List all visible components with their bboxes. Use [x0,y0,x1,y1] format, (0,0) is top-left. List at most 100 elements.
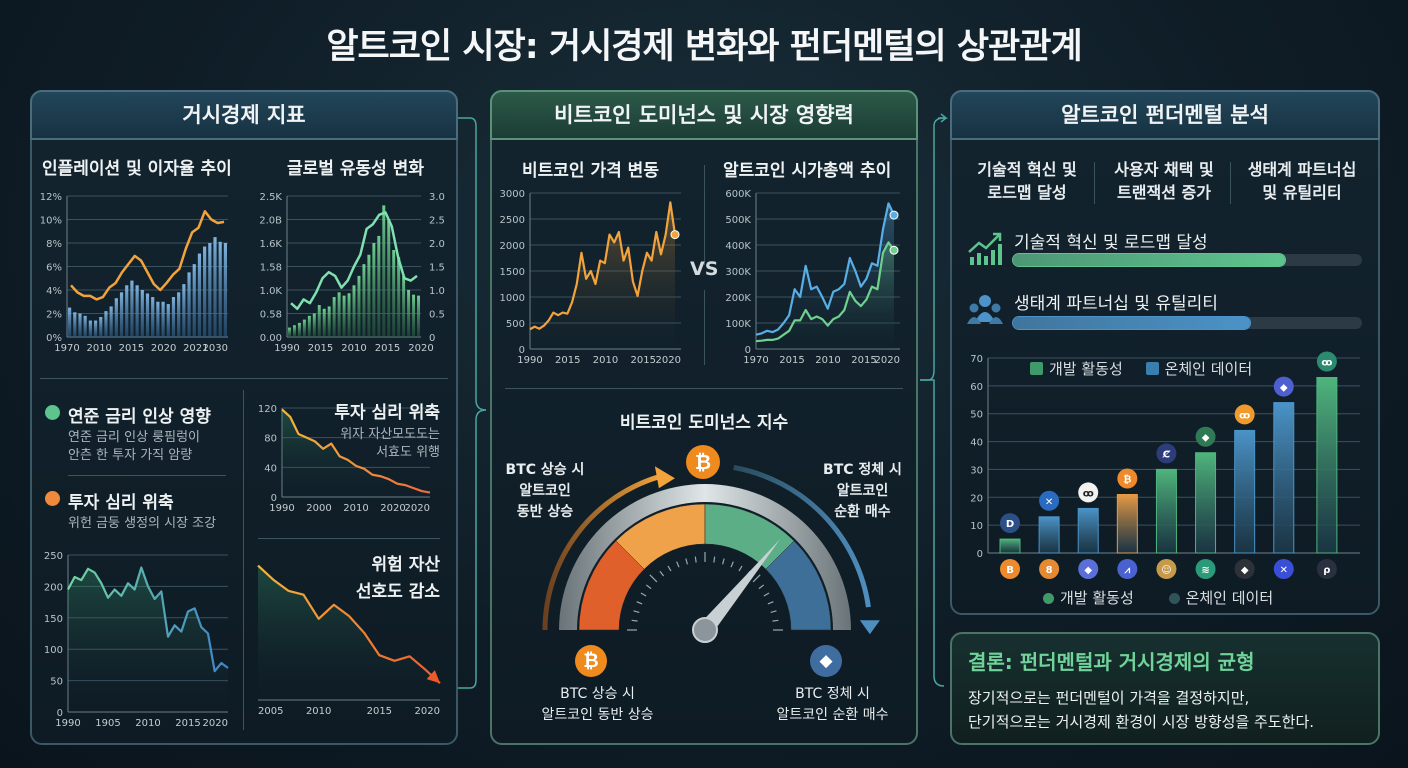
blue-arrow-head [859,620,880,635]
gauge-rim [559,484,851,630]
dominance-panel-header: 비트코인 도미넌스 및 시장 영향력 [490,90,918,140]
y-tick-label: 0 [519,345,525,356]
column-ecosystem-line-2: 및 유틸리티 [1262,183,1342,202]
btc-price-chart-title: 비트코인 가격 변동 [522,161,659,181]
coin-icon [1234,404,1255,425]
left-arrow-text: BTC 상승 시 알트코인 동반 상승 [495,460,595,523]
y-tick-label: 4% [46,286,62,297]
x-tick-label: 1990 [269,503,294,514]
x-tick-label: 2015 [779,355,804,366]
x-tick-label: 2015 [851,355,876,366]
x-tick-label: 2010 [815,355,840,366]
bar [130,280,134,337]
bar [347,293,351,337]
fed-rate-desc-1: 연준 금리 인상 룽핌렁이 [68,430,200,445]
y-tick-label: 0 [977,549,983,560]
gauge-tick [649,574,658,583]
end-point [889,245,899,255]
x-tick-label: 2020 [408,343,433,354]
line-series [70,210,225,301]
coin-icon [1316,351,1337,372]
y-tick-label: 10% [40,216,62,227]
x-tick-label: 2020 [380,503,405,514]
end-point [889,210,899,220]
sentiment-desc: 위헌 금둥 생정의 시장 조강 [68,516,217,531]
y-tick-label: 1000 [500,293,525,304]
bar [203,246,207,337]
bar [109,306,113,337]
bar [166,304,170,337]
bar [68,307,72,337]
orange-arrow-head [654,466,675,489]
bar [307,315,311,337]
left-arrow-line-2: 알트코인 [519,483,571,499]
coin-icon-glyph: ◆ [1202,433,1210,444]
x-tick-label: 1970 [743,355,768,366]
x-tick-label: 1905 [95,718,120,729]
column-ecosystem-line-1: 생태계 파트너십 [1247,160,1357,179]
gauge-tick [763,592,770,597]
conclusion-title: 결론: 펀더멘털과 거시경제의 균형 [968,650,1255,674]
right-arrow-line-3: 순환 매수 [834,504,891,520]
coin-icon [1078,559,1099,579]
column-tech-line-1: 기술적 혁신 및 [977,160,1077,179]
coin-icon [1156,559,1177,579]
bar [99,317,103,337]
y-tick-label: 1.0K [260,286,283,297]
bottom-left-line-1: BTC 상승 시 [560,686,635,702]
gauge-hub [692,617,718,643]
gauge-tick [667,565,672,572]
y-tick-label: 3000 [500,189,525,200]
y-tick-label: 40 [264,463,277,474]
bar [83,315,87,337]
ethereum-icon: ◆ [810,645,842,677]
y-tick-label-right: 3.0 [429,192,445,203]
bar [362,264,366,337]
line-series [755,241,895,343]
y-tick-label: 1500 [500,267,525,278]
bar [145,293,150,337]
y-tick-label: 1.58 [260,263,282,274]
column-adoption-line-2: 트랜잭션 증가 [1117,183,1211,202]
bar [140,290,144,337]
sentiment-title: 투자 심리 위축 [68,493,174,513]
coin-icon [1273,376,1294,397]
x-tick-label: 2015 [375,343,400,354]
x-tick-label: 2010 [343,503,368,514]
bar [1234,429,1256,554]
altcoin-cap-chart-title: 알트코인 시가총액 추이 [723,161,892,181]
bar [1038,516,1060,554]
bar [402,275,406,337]
bar [93,320,98,337]
gauge-tick [636,601,643,605]
bitcoin-icon: ₿ [686,445,720,479]
area-fill [756,242,894,349]
y-tick-label: 0 [271,493,277,504]
bar [1195,452,1217,554]
gauge-tick [738,565,743,572]
x-tick-label: 1990 [517,355,542,366]
y-tick-label: 250 [44,551,63,562]
arrow-head [426,670,440,684]
vs-label: VS [690,258,719,280]
coin-icon [1195,426,1216,447]
y-tick-label: 300K [725,267,751,278]
gauge-tick [772,619,779,622]
sentiment-chart-title: 투자 심리 위축 [334,403,440,423]
end-point [670,230,680,240]
area-fill [258,565,440,700]
x-tick-label: 1990 [274,343,299,354]
legend-dev-label: 개발 활동성 [1049,360,1123,378]
y-tick-label: 20 [970,493,983,504]
bar [999,538,1021,554]
coin-icon [1234,559,1255,579]
coin-icon-glyph: ꝏ [1239,410,1250,421]
bitcoin-icon: ₿ [575,645,607,677]
fed-rate-desc-2: 안츤 한 투자 가직 암량 [68,448,193,463]
bar [213,237,217,337]
y-tick-label: 100 [44,645,63,656]
bar [367,254,371,337]
bar [357,275,361,337]
gauge-tick [694,556,697,563]
bar-legend-top: 개발 활동성 온체인 데이터 [1030,358,1252,379]
